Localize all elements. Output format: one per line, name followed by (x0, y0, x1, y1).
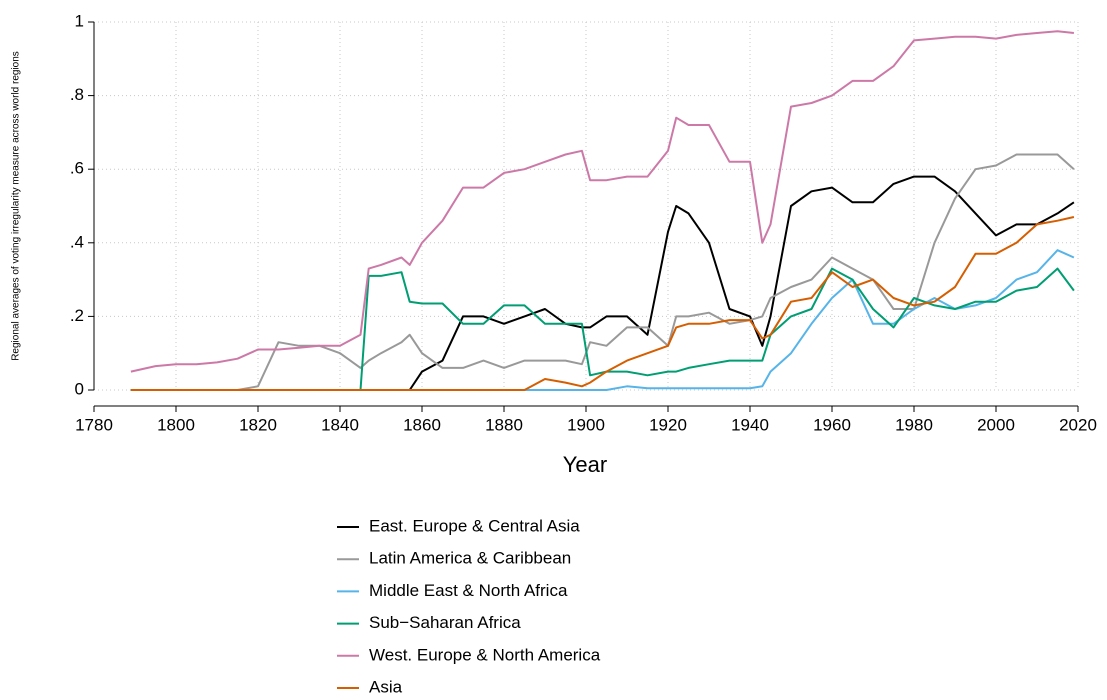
x-tick-label: 2000 (977, 415, 1015, 434)
x-tick-label: 1820 (239, 415, 277, 434)
y-tick-label: .2 (70, 306, 84, 325)
legend-label: West. Europe & North America (369, 645, 601, 664)
series-line (130, 153, 1075, 391)
x-tick-label: 1960 (813, 415, 851, 434)
legend-label: Middle East & North Africa (369, 581, 568, 600)
legend-label: Sub−Saharan Africa (369, 613, 521, 632)
series-line (130, 267, 1075, 391)
x-tick-label: 1800 (157, 415, 195, 434)
legend-label: East. Europe & Central Asia (369, 516, 580, 535)
x-tick-label: 1940 (731, 415, 769, 434)
x-tick-label: 1840 (321, 415, 359, 434)
x-tick-label: 1900 (567, 415, 605, 434)
y-tick-label: .4 (70, 232, 84, 251)
series-line (130, 216, 1075, 391)
x-tick-label: 1780 (75, 415, 113, 434)
x-tick-label: 1920 (649, 415, 687, 434)
legend-label: Latin America & Caribbean (369, 549, 571, 568)
x-tick-label: 1860 (403, 415, 441, 434)
y-tick-label: .8 (70, 85, 84, 104)
series-line (130, 175, 1075, 391)
x-tick-label: 1980 (895, 415, 933, 434)
series-line (130, 30, 1075, 373)
y-tick-label: 1 (75, 11, 84, 30)
x-tick-label: 1880 (485, 415, 523, 434)
y-tick-label: .6 (70, 159, 84, 178)
legend-label: Asia (369, 677, 403, 696)
y-axis-label: Regional averages of voting irregularity… (11, 51, 22, 361)
x-tick-label: 2020 (1059, 415, 1097, 434)
y-tick-label: 0 (75, 379, 84, 398)
x-axis-label: Year (563, 452, 607, 477)
